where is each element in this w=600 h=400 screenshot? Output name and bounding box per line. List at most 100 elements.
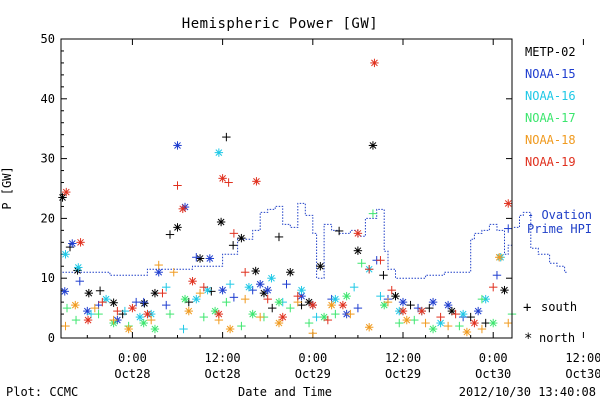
noaa-15-south-point [492,271,502,280]
noaa-17-north-point [274,297,284,307]
noaa-18-south-point [346,309,355,319]
noaa-19-north-point [83,315,93,325]
noaa-15-south-point [353,303,363,313]
noaa-17-north-point [342,291,351,301]
noaa-19-south-point [229,229,239,238]
noaa-16-south-point [120,306,130,316]
noaa-18-south-point [154,260,163,270]
noaa-19-north-point [370,58,379,68]
noaa-15-north-point [154,268,163,277]
y-tick-label: 30 [41,152,55,166]
noaa-16-north-point [192,294,201,304]
noaa-19-south-point [173,181,182,190]
metp-02-south-point [274,232,284,242]
legend-north-label: north [539,331,575,345]
noaa-17-south-point [357,259,366,268]
noaa-16-south-point [312,312,321,322]
noaa-19-north-point [504,199,513,208]
noaa-17-north-point [139,318,148,328]
noaa-16-north-point [297,285,306,295]
noaa-16-south-point [225,279,235,289]
noaa-15-north-point [205,254,215,263]
noaa-18-south-point [61,321,70,331]
metp-02-south-point [268,303,277,313]
noaa-19-north-point [143,309,152,319]
legend-item-noaa-18: NOAA-18 [525,133,576,147]
noaa-19-north-point [252,177,261,186]
noaa-19-north-point [353,229,363,238]
noaa-19-south-point [224,178,233,187]
noaa-18-north-point [274,318,284,328]
noaa-19-south-point [436,312,445,322]
noaa-18-north-point [462,327,472,337]
noaa-16-north-point [458,309,468,319]
chart-title: Hemispheric Power [GW] [182,16,378,32]
x-tick-day-label: Oct30 [475,367,511,381]
noaa-18-south-point [421,318,430,328]
noaa-18-north-point [402,315,411,325]
metp-02-south-point [406,300,415,310]
noaa-19-north-point [470,318,479,328]
y-tick-label: 20 [41,211,55,225]
y-axis-ticks: 0 10 20 30 40 50 [41,32,512,345]
noaa-19-north-point [62,187,71,197]
noaa-19-south-point [293,291,302,301]
noaa-19-north-point [188,276,197,286]
noaa-16-north-point [74,263,83,272]
metp-02-north-point [286,268,295,277]
noaa-15-north-point [398,297,408,307]
noaa-17-south-point [455,321,464,331]
y-tick-label: 0 [48,331,55,345]
metp-02-north-point [84,288,94,298]
metp-02-south-point [425,303,434,313]
noaa-18-north-point [225,324,235,334]
noaa-19-north-point [218,174,227,183]
metp-02-north-point [391,291,400,301]
plot-credit: Plot: CCMC [6,385,78,399]
noaa-16-south-point [162,282,171,292]
noaa-17-south-point [199,312,209,322]
noaa-19-north-point [278,312,287,322]
noaa-18-south-point [169,268,178,277]
noaa-19-north-point [214,309,224,319]
metp-02-south-point [481,318,490,328]
noaa-17-south-point [304,318,314,328]
noaa-19-north-point [178,204,187,214]
metp-02-north-point [237,233,246,243]
noaa-19-north-point [417,306,426,316]
metp-02-north-point [216,217,226,227]
noaa-17-north-point [180,294,190,304]
noaa-18-north-point [495,253,504,262]
noaa-16-south-point [86,309,96,319]
metp-02-north-point [353,246,363,255]
noaa-17-south-point [71,315,81,325]
noaa-16-north-point [331,294,340,304]
noaa-18-north-point [184,306,193,316]
noaa-15-north-point [68,239,77,248]
noaa-17-north-point [248,309,257,319]
noaa-17-south-point [331,309,340,319]
legend: METP-02 NOAA-15 NOAA-16 NOAA-17 NOAA-18 … [523,45,592,347]
noaa-15-south-point [282,279,291,289]
x-tick-time-label: 0:00 [298,351,327,365]
noaa-16-south-point [179,324,188,334]
plot-frame [60,38,513,339]
metp-02-south-point [466,312,475,322]
noaa-19-north-point [398,306,408,316]
noaa-17-south-point [94,309,103,319]
noaa-18-south-point [477,324,487,334]
x-tick-time-label: 12:00 [385,351,421,365]
noaa-18-south-point [90,303,100,313]
noaa-18-north-point [124,324,133,334]
metp-02-south-point [65,242,75,252]
noaa-16-north-point [135,312,145,322]
metp-02-north-point [58,193,67,202]
noaa-18-south-point [147,315,156,325]
noaa-15-south-point [504,224,513,233]
noaa-19-south-point [240,268,250,277]
noaa-15-north-point [443,300,453,310]
noaa-18-south-point [255,312,265,322]
noaa-19-south-point [376,256,385,265]
noaa-19-north-point [128,303,137,313]
legend-ovation-line2: Prime HPI [527,222,592,236]
